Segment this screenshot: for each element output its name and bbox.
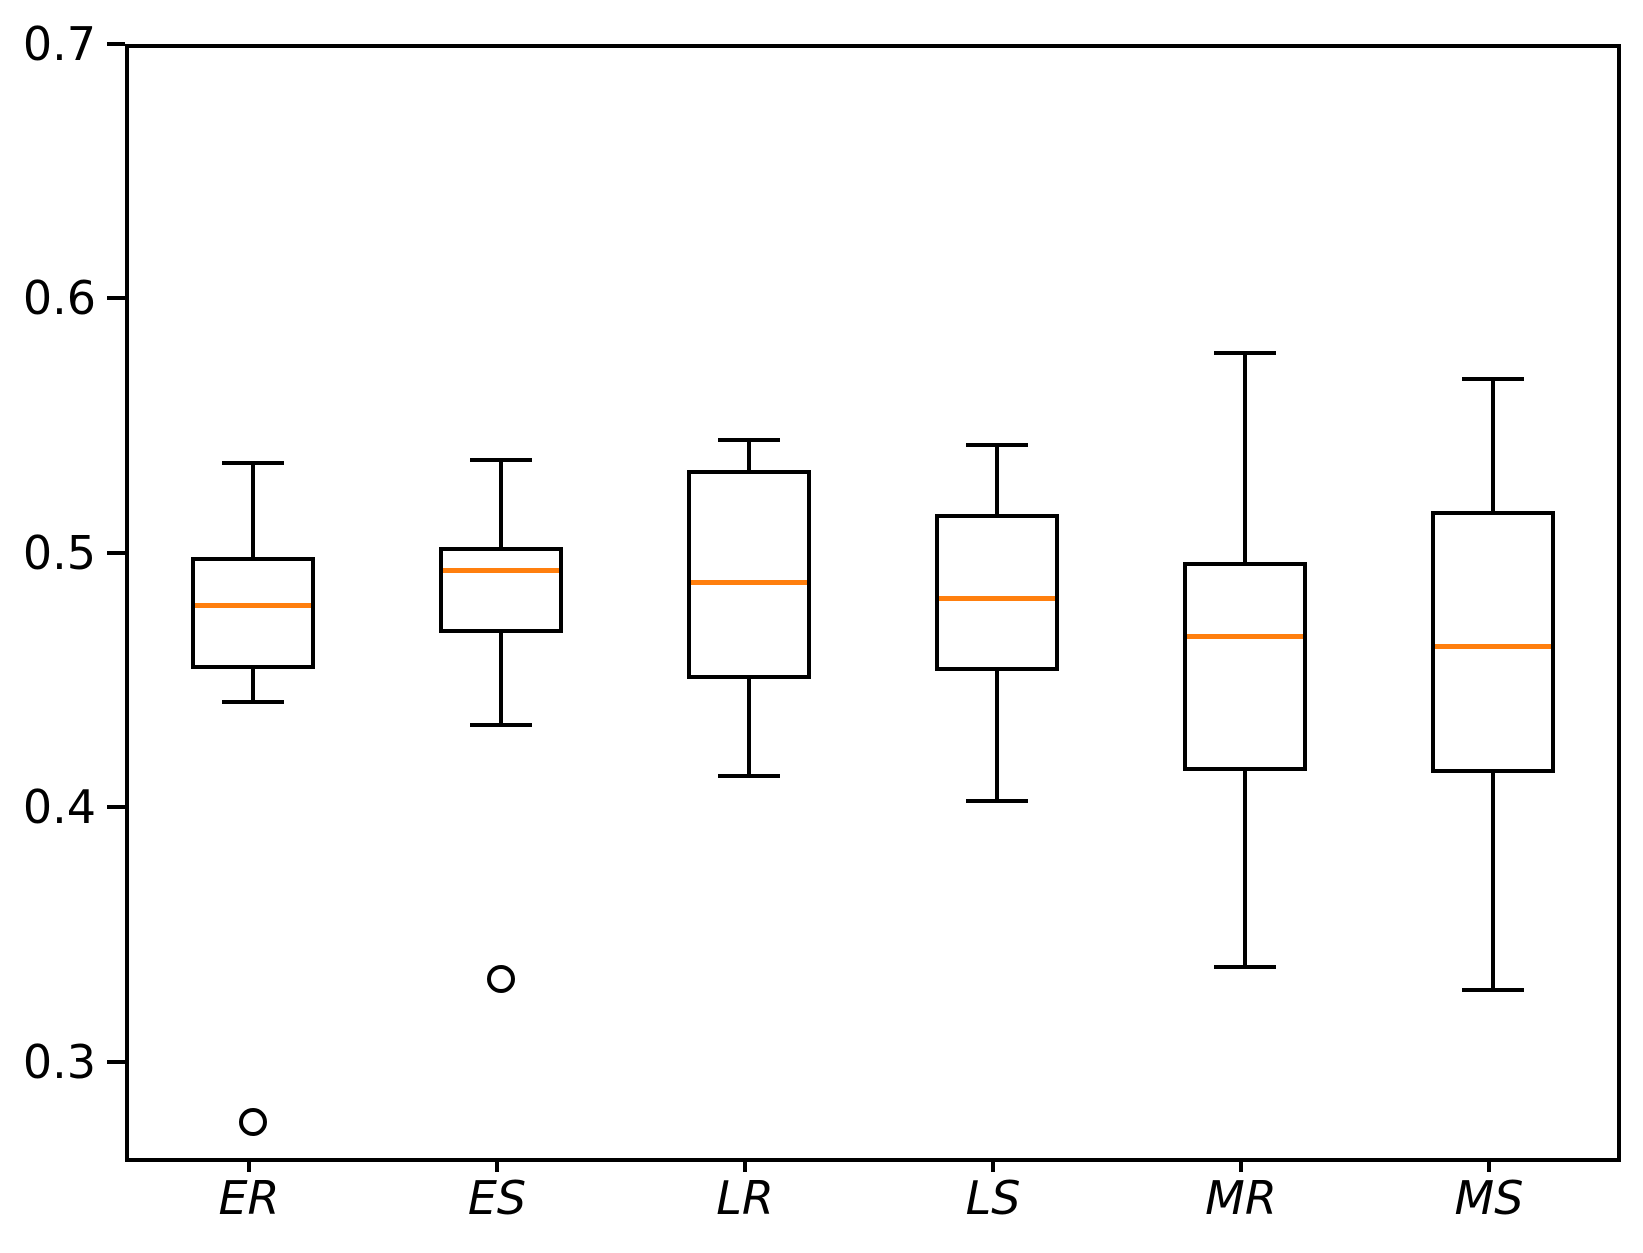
x-tick-mark [495, 1154, 499, 1172]
median-er [195, 603, 311, 609]
whisker-cap-top-mr [1214, 351, 1276, 356]
x-tick-mark [991, 1154, 995, 1172]
x-tick-mark [743, 1154, 747, 1172]
y-tick-label: 0.3 [22, 1034, 96, 1089]
median-ms [1435, 644, 1551, 649]
box-er [191, 556, 315, 669]
y-tick-mark [107, 42, 125, 46]
x-tick-label-er: ER [218, 1171, 280, 1225]
y-tick-label: 0.4 [22, 780, 96, 835]
whisker-cap-top-ls [966, 442, 1028, 447]
y-tick-label: 0.6 [22, 271, 96, 326]
outlier-er [239, 1107, 267, 1136]
outlier-es [487, 965, 515, 994]
median-ls [939, 595, 1055, 601]
whisker-lower-ms [1491, 773, 1495, 990]
whisker-lower-er [251, 668, 255, 702]
x-tick-label-es: ES [467, 1171, 527, 1225]
boxplot-series [129, 48, 1617, 1158]
whisker-cap-top-er [222, 460, 284, 465]
x-tick-label-ms: MS [1454, 1171, 1524, 1225]
median-es [443, 567, 559, 573]
whisker-upper-lr [747, 439, 751, 471]
median-mr [1187, 633, 1303, 639]
box-mr [1183, 562, 1307, 771]
x-tick-mark [247, 1154, 251, 1172]
whisker-cap-bottom-er [222, 699, 284, 704]
whisker-upper-er [251, 462, 255, 557]
y-tick-label: 0.5 [22, 525, 96, 580]
whisker-lower-lr [747, 679, 751, 776]
whisker-cap-bottom-ms [1462, 987, 1524, 992]
whisker-upper-ls [995, 444, 999, 514]
box-ls [935, 513, 1059, 672]
x-tick-label-lr: LR [716, 1171, 774, 1225]
whisker-cap-bottom-lr [718, 773, 780, 778]
x-tick-mark [1487, 1154, 1491, 1172]
whisker-cap-bottom-mr [1214, 964, 1276, 969]
box-lr [687, 470, 811, 680]
box-es [439, 546, 563, 634]
y-tick-mark [107, 296, 125, 301]
y-tick-mark [107, 550, 125, 555]
whisker-cap-top-ms [1462, 376, 1524, 381]
y-tick-mark [107, 805, 125, 810]
whisker-upper-mr [1243, 353, 1247, 563]
whisker-cap-bottom-ls [966, 799, 1028, 804]
plot-area [125, 44, 1621, 1162]
whisker-upper-es [499, 460, 503, 547]
y-tick-mark [107, 1059, 125, 1064]
whisker-cap-bottom-es [470, 722, 532, 727]
whisker-lower-mr [1243, 770, 1247, 967]
whisker-lower-ls [995, 671, 999, 802]
whisker-cap-top-es [470, 458, 532, 463]
y-tick-label: 0.7 [22, 17, 96, 71]
median-lr [691, 580, 807, 586]
whisker-upper-ms [1491, 378, 1495, 512]
box-ms [1431, 511, 1555, 774]
whisker-lower-es [499, 633, 503, 725]
x-tick-label-ls: LS [965, 1171, 1021, 1225]
x-tick-label-mr: MR [1205, 1171, 1277, 1225]
x-tick-mark [1239, 1154, 1243, 1172]
whisker-cap-top-lr [718, 437, 780, 442]
